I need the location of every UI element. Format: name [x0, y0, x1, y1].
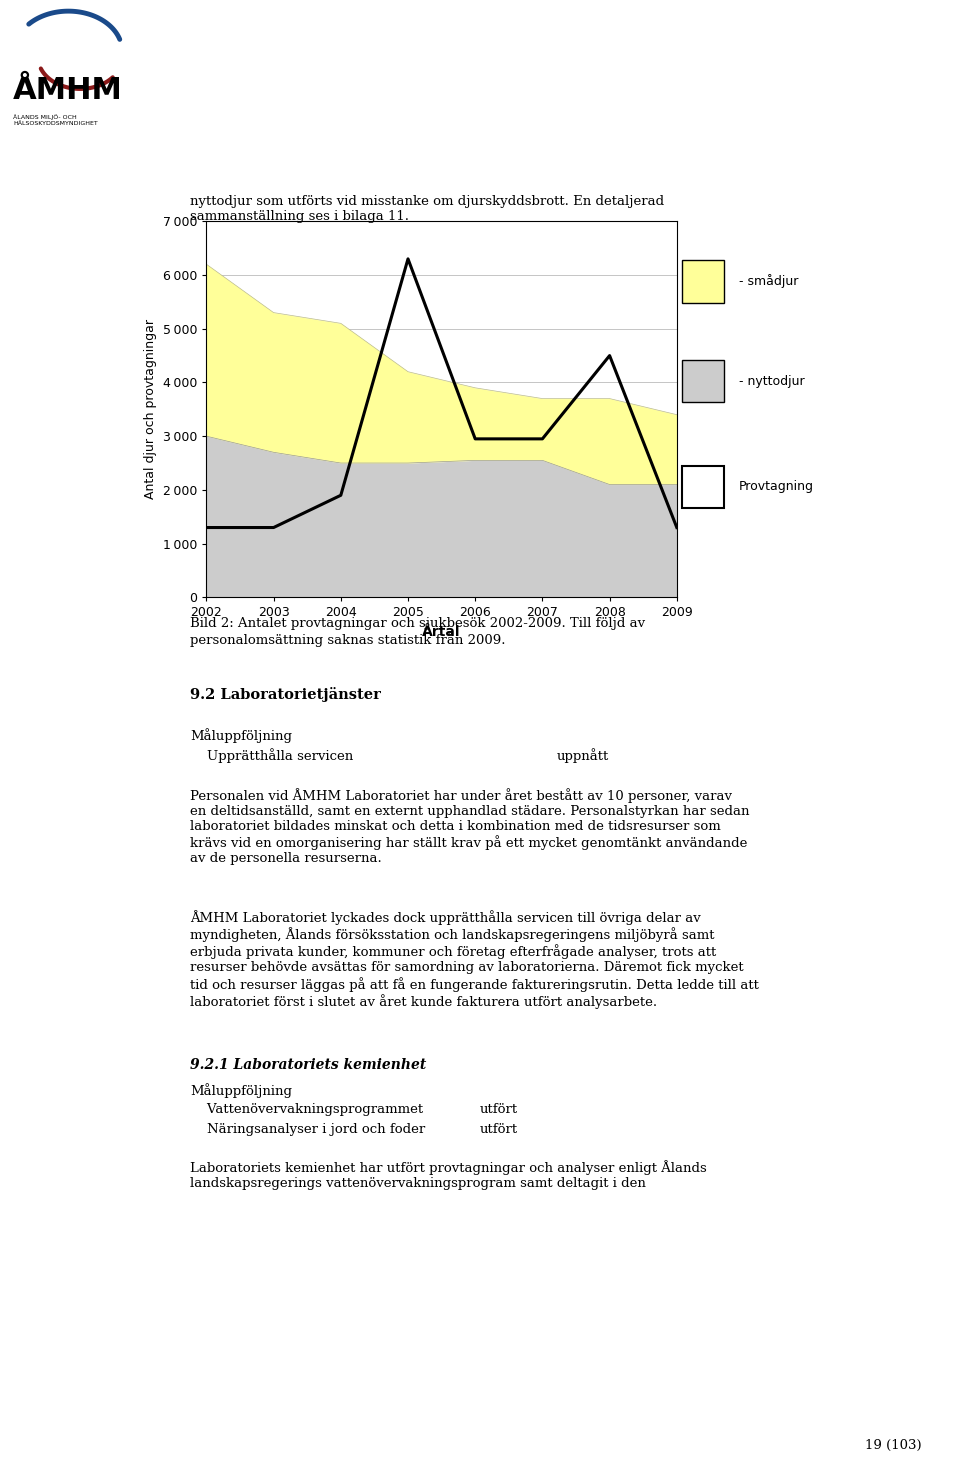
Text: 9.2.1 Laboratoriets kemienhet: 9.2.1 Laboratoriets kemienhet: [190, 1058, 426, 1072]
Text: 19 (103): 19 (103): [865, 1440, 922, 1451]
Bar: [682, 466, 724, 507]
X-axis label: Årtal: Årtal: [422, 625, 461, 639]
Text: Provtagning: Provtagning: [739, 481, 814, 494]
Text: - smådjur: - smådjur: [739, 274, 799, 288]
Text: Näringsanalyser i jord och foder: Näringsanalyser i jord och foder: [190, 1122, 425, 1136]
Text: ÅMHM: ÅMHM: [13, 77, 123, 105]
Text: uppnått: uppnått: [557, 748, 609, 763]
Text: utfört: utfört: [480, 1122, 518, 1136]
Text: nyttodjur som utförts vid misstanke om djurskyddsbrott. En detaljerad
sammanstäl: nyttodjur som utförts vid misstanke om d…: [190, 195, 664, 223]
Text: ÅMHM Laboratoriet lyckades dock upprätthålla servicen till övriga delar av
myndi: ÅMHM Laboratoriet lyckades dock upprätth…: [190, 910, 759, 1009]
Text: Personalen vid ÅMHM Laboratoriet har under året bestått av 10 personer, varav
en: Personalen vid ÅMHM Laboratoriet har und…: [190, 788, 750, 866]
Text: 9.2 Laboratorietjänster: 9.2 Laboratorietjänster: [190, 687, 381, 702]
Text: Måluppföljning: Måluppföljning: [190, 729, 292, 743]
Text: Upprätthålla servicen: Upprätthålla servicen: [190, 748, 353, 763]
Text: Vattenövervakningsprogrammet: Vattenövervakningsprogrammet: [190, 1103, 423, 1117]
Bar: [682, 360, 724, 403]
Text: - nyttodjur: - nyttodjur: [739, 375, 804, 388]
Text: ÅLANDS MILJÖ- OCH
HÄLSOSKYDDSMYNDIGHET: ÅLANDS MILJÖ- OCH HÄLSOSKYDDSMYNDIGHET: [13, 114, 98, 125]
Bar: [682, 260, 724, 302]
Y-axis label: Antal djur och provtagningar: Antal djur och provtagningar: [144, 319, 157, 500]
Text: Bild 2: Antalet provtagningar och sjukbesök 2002-2009. Till följd av
personaloms: Bild 2: Antalet provtagningar och sjukbe…: [190, 617, 645, 648]
Text: Laboratoriets kemienhet har utfört provtagningar och analyser enligt Ålands
land: Laboratoriets kemienhet har utfört provt…: [190, 1159, 707, 1190]
Text: utfört: utfört: [480, 1103, 518, 1117]
Text: Måluppföljning: Måluppföljning: [190, 1083, 292, 1097]
